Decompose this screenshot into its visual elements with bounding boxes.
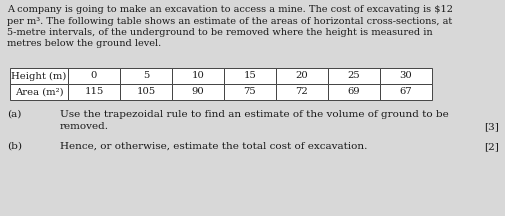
Text: Height (m): Height (m) xyxy=(11,71,67,81)
Bar xyxy=(276,68,328,84)
Bar xyxy=(224,68,276,84)
Bar xyxy=(120,68,172,84)
Text: 69: 69 xyxy=(347,87,360,97)
Bar xyxy=(380,84,432,100)
Bar xyxy=(172,84,224,100)
Text: [3]: [3] xyxy=(484,122,499,131)
Text: 72: 72 xyxy=(295,87,309,97)
Bar xyxy=(10,84,68,100)
Text: 15: 15 xyxy=(243,71,257,81)
Bar xyxy=(224,84,276,100)
Bar xyxy=(10,68,68,84)
Text: 90: 90 xyxy=(191,87,205,97)
Text: [2]: [2] xyxy=(484,142,499,151)
Text: Hence, or otherwise, estimate the total cost of excavation.: Hence, or otherwise, estimate the total … xyxy=(60,142,367,151)
Bar xyxy=(68,84,120,100)
Text: 20: 20 xyxy=(295,71,309,81)
Text: metres below the ground level.: metres below the ground level. xyxy=(7,40,161,49)
Text: 115: 115 xyxy=(84,87,104,97)
Text: 105: 105 xyxy=(136,87,156,97)
Text: 5: 5 xyxy=(143,71,149,81)
Text: 75: 75 xyxy=(243,87,257,97)
Text: (a): (a) xyxy=(7,110,21,119)
Text: 5-metre intervals, of the underground to be removed where the height is measured: 5-metre intervals, of the underground to… xyxy=(7,28,433,37)
Bar xyxy=(380,68,432,84)
Bar xyxy=(68,68,120,84)
Text: (b): (b) xyxy=(7,142,22,151)
Bar xyxy=(328,84,380,100)
Text: A company is going to make an excavation to access a mine. The cost of excavatin: A company is going to make an excavation… xyxy=(7,5,453,14)
Bar xyxy=(120,84,172,100)
Text: Use the trapezoidal rule to find an estimate of the volume of ground to be: Use the trapezoidal rule to find an esti… xyxy=(60,110,449,119)
Text: 25: 25 xyxy=(347,71,361,81)
Bar xyxy=(172,68,224,84)
Bar xyxy=(276,84,328,100)
Text: per m³. The following table shows an estimate of the areas of horizontal cross-s: per m³. The following table shows an est… xyxy=(7,16,452,25)
Text: Area (m²): Area (m²) xyxy=(15,87,63,97)
Text: 30: 30 xyxy=(399,71,413,81)
Text: 67: 67 xyxy=(399,87,412,97)
Text: removed.: removed. xyxy=(60,122,109,131)
Bar xyxy=(328,68,380,84)
Text: 0: 0 xyxy=(91,71,97,81)
Text: 10: 10 xyxy=(191,71,205,81)
